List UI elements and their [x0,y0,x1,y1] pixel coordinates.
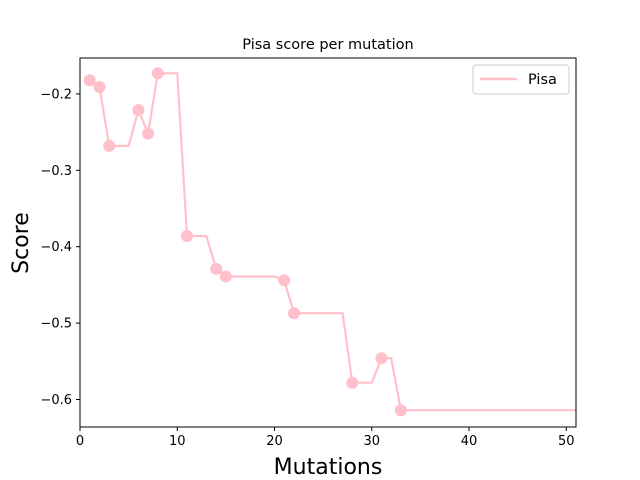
x-axis: 0 10 20 30 40 50 [76,427,575,449]
data-point-8 [219,270,232,283]
data-point-6 [181,230,193,242]
data-point-1 [93,81,106,93]
data-point-13 [394,404,407,417]
x-tick-label-40: 40 [461,434,478,449]
chart-title: Pisa score per mutation [242,37,413,53]
data-point-11 [346,376,359,389]
x-tick-label-30: 30 [363,434,380,449]
legend-label-pisa: Pisa [528,72,557,88]
legend-box [472,64,570,95]
x-axis-label: Mutations [274,455,383,480]
series-layer [83,67,576,417]
x-tick-label-20: 20 [266,434,283,449]
y-axis-label: Score [9,212,34,274]
data-point-9 [278,274,291,287]
plot-frame [79,57,577,428]
data-point-7 [210,262,223,275]
plot-area [79,57,577,428]
y-tick-label-0: −0.2 [40,87,72,102]
legend: Pisa [472,64,570,95]
x-tick-label-50: 50 [558,434,575,449]
data-point-12 [375,352,388,365]
data-point-5 [151,67,164,80]
x-tick-label-10: 10 [169,434,186,449]
x-tick-label-0: 0 [76,434,84,449]
data-point-4 [142,127,155,140]
data-point-0 [83,74,96,87]
data-point-2 [103,139,116,152]
y-tick-label-2: −0.4 [40,240,72,255]
y-tick-label-3: −0.5 [40,317,72,332]
data-point-3 [132,104,145,116]
y-axis: −0.2 −0.3 −0.4 −0.5 −0.6 [40,87,80,408]
y-tick-label-1: −0.3 [40,164,72,179]
y-tick-label-4: −0.6 [40,393,72,408]
series-line-pisa [89,72,576,412]
data-point-10 [288,307,300,320]
